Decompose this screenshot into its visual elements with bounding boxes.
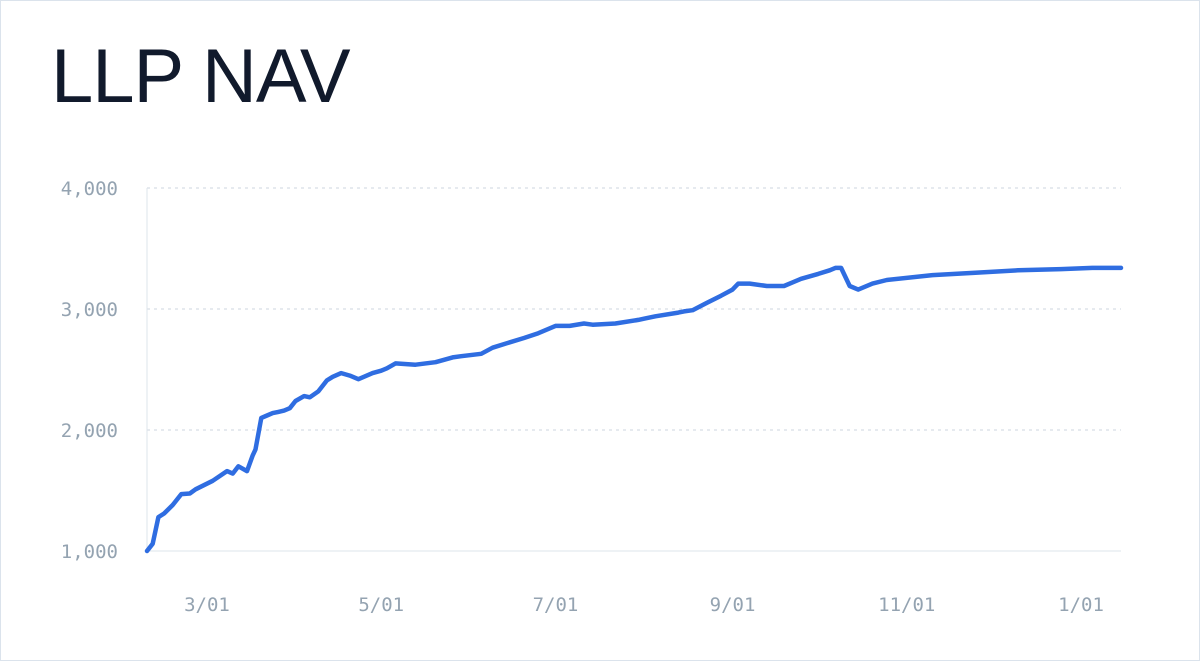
x-axis-ticks: 3/01 5/01 7/01 9/01 11/01 1/01 <box>184 594 1104 616</box>
x-tick-label: 7/01 <box>533 594 579 616</box>
gridlines <box>147 187 1121 431</box>
y-tick-label: 3,000 <box>61 299 118 321</box>
nav-series-line <box>144 265 1124 554</box>
x-tick-label: 3/01 <box>184 594 230 616</box>
x-tick-label: 1/01 <box>1058 594 1104 616</box>
x-tick-label: 9/01 <box>710 594 756 616</box>
y-tick-label: 2,000 <box>61 420 118 442</box>
chart-title: LLP NAV <box>51 34 351 119</box>
x-tick-label: 5/01 <box>358 594 404 616</box>
y-axis-ticks: 1,000 2,000 3,000 4,000 <box>61 178 118 563</box>
y-tick-label: 1,000 <box>61 541 118 563</box>
axes <box>146 188 1121 552</box>
y-tick-label: 4,000 <box>61 178 118 200</box>
x-tick-label: 11/01 <box>878 594 935 616</box>
